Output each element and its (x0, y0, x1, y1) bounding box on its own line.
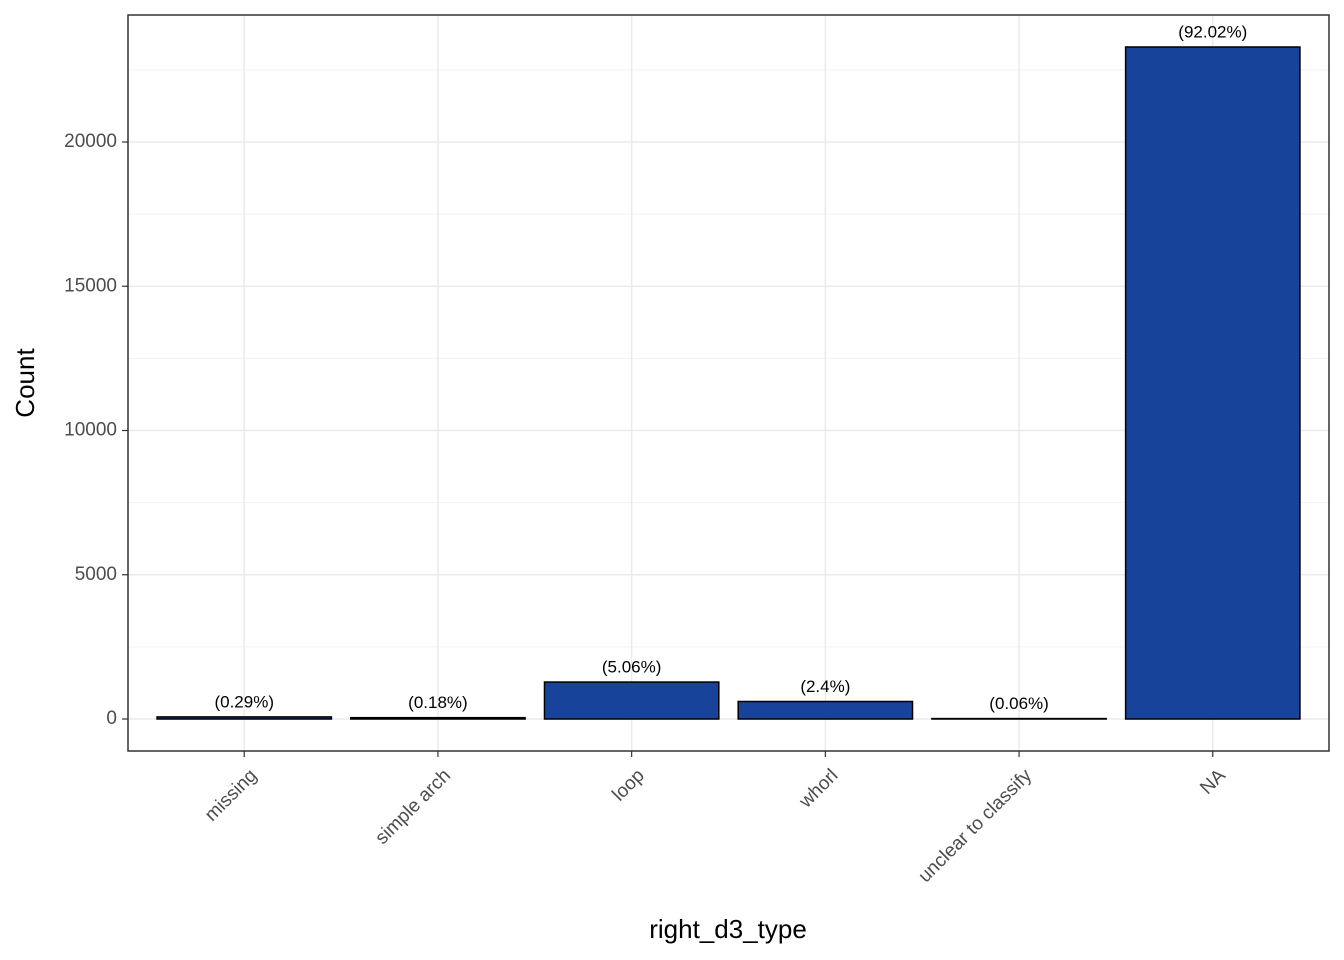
x-axis-title: right_d3_type (649, 914, 807, 944)
x-tick-label: loop (608, 765, 648, 805)
y-tick-label: 10000 (64, 420, 117, 441)
y-tick-label: 0 (106, 708, 117, 729)
y-tick-label: 20000 (64, 131, 117, 152)
x-tick-label: NA (1196, 765, 1230, 799)
data-label: (92.02%) (1178, 22, 1247, 41)
y-tick-label: 5000 (75, 564, 117, 585)
data-label: (0.06%) (989, 694, 1049, 713)
y-axis-title: Count (10, 348, 40, 418)
data-label: (0.18%) (408, 693, 468, 712)
bar (543, 681, 720, 720)
x-tick-label: whorl (795, 765, 843, 813)
x-tick-label: missing (201, 765, 261, 825)
data-label: (0.29%) (214, 692, 274, 711)
y-tick-label: 15000 (64, 275, 117, 296)
x-tick-label: simple arch (371, 765, 455, 849)
data-label: (5.06%) (602, 658, 662, 677)
x-tick-label: unclear to classify (915, 765, 1037, 887)
bar (350, 716, 526, 720)
bar (737, 700, 914, 720)
bar (1124, 46, 1301, 720)
bar (156, 716, 333, 720)
plot-border (127, 14, 1330, 752)
data-label: (2.4%) (800, 677, 850, 696)
